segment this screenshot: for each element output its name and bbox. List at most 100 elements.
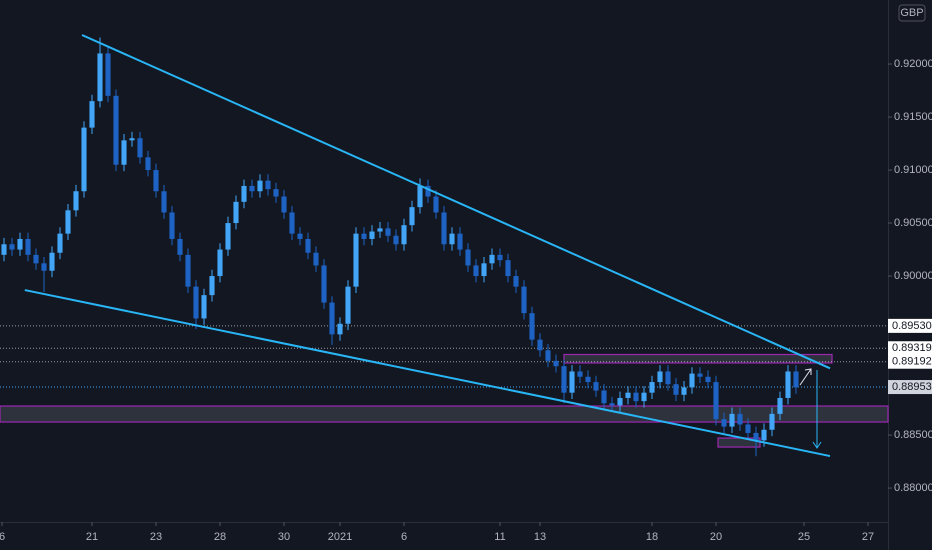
x-tick-label: 30: [278, 531, 290, 543]
x-tick-label: 2021: [328, 531, 352, 543]
candle-body: [425, 185, 431, 197]
currency-badge[interactable]: [898, 4, 926, 22]
x-tick-label: 18: [646, 531, 658, 543]
price-tag-label: 0.89530: [892, 320, 932, 332]
candle-body: [225, 223, 231, 250]
candle-body: [593, 382, 599, 391]
x-tick-label: 21: [86, 531, 98, 543]
candle-body: [457, 233, 463, 250]
candle-body: [385, 228, 391, 236]
y-tick-label: 0.88000: [894, 482, 932, 494]
x-tick-label: 23: [150, 531, 162, 543]
candle-body: [145, 157, 151, 171]
price-tag-label: 0.89319: [892, 342, 932, 354]
candle-body: [273, 189, 279, 197]
candle-body: [33, 254, 39, 264]
candle-body: [321, 265, 327, 303]
candle-body: [57, 233, 63, 253]
zone: [563, 353, 833, 364]
candle-body: [313, 252, 319, 266]
candle-body: [257, 180, 263, 192]
candle-body: [705, 376, 711, 383]
candle-body: [361, 233, 367, 239]
candle-body: [353, 233, 359, 287]
x-tick-label: 6: [0, 531, 5, 543]
candle-body: [729, 413, 735, 427]
candle-body: [481, 263, 487, 277]
zone: [0, 405, 889, 423]
candle-body: [49, 252, 55, 271]
candle-body: [649, 382, 655, 393]
trendline: [24, 289, 831, 458]
candle-body: [329, 302, 335, 335]
candle-body: [713, 382, 719, 420]
candle-body: [777, 397, 783, 414]
candle-body: [673, 384, 679, 395]
candle-body: [465, 249, 471, 266]
currency: GBP: [900, 7, 923, 19]
candle-body: [769, 413, 775, 430]
candle-body: [745, 424, 751, 433]
x-tick-label: 27: [862, 531, 874, 543]
candle-body: [793, 371, 799, 388]
candle-body: [521, 286, 527, 314]
last-price-label: 0.88953: [892, 381, 932, 393]
down-arrow: [812, 370, 822, 449]
price-tag: [888, 341, 932, 356]
arrows: [799, 368, 822, 449]
candle-body: [761, 429, 767, 441]
y-tick-label: 0.91000: [894, 164, 932, 176]
candle-body: [73, 191, 79, 211]
candle-body: [249, 185, 255, 192]
candle-body: [265, 180, 271, 190]
candle-body: [217, 249, 223, 277]
candle-body: [41, 263, 47, 271]
x-tick-label: 25: [798, 531, 810, 543]
candle-body: [569, 371, 575, 393]
candle-body: [689, 373, 695, 388]
candle-body: [545, 350, 551, 361]
candle-body: [177, 238, 183, 255]
candle-body: [537, 339, 543, 351]
y-tick-label: 0.90500: [894, 217, 932, 229]
candle-body: [377, 228, 383, 232]
candle-body: [609, 403, 615, 406]
y-tick-label: 0.88500: [894, 429, 932, 441]
candle-body: [137, 138, 143, 158]
candle-body: [681, 387, 687, 395]
candle-body: [489, 254, 495, 264]
x-tick-label: 11: [494, 531, 505, 543]
up-arrow: [799, 368, 812, 386]
candle-body: [233, 201, 239, 224]
candle-body: [169, 212, 175, 239]
candle-body: [393, 235, 399, 245]
candle-body: [113, 95, 119, 165]
candle-body: [89, 101, 95, 128]
candle-body: [81, 127, 87, 192]
candle-body: [561, 366, 567, 393]
last-price-tag: [888, 380, 932, 395]
candle-body: [193, 286, 199, 319]
candle-body: [505, 260, 511, 277]
y-tick-label: 0.92000: [894, 58, 932, 70]
candle-body: [369, 231, 375, 239]
y-tick-label: 0.90000: [894, 270, 932, 282]
candle-body: [185, 254, 191, 287]
candle-body: [497, 254, 503, 261]
x-tick-label: 13: [534, 531, 546, 543]
candle-body: [657, 371, 663, 383]
candle-body: [441, 212, 447, 245]
candle-body: [281, 196, 287, 213]
candle-body: [513, 276, 519, 287]
candle-body: [665, 371, 671, 385]
candle-body: [625, 392, 631, 398]
candle-body: [121, 140, 127, 165]
y-tick-label: 0.91500: [894, 111, 932, 123]
trendline: [81, 34, 831, 370]
candle-body: [753, 432, 759, 441]
candle-body: [9, 244, 15, 250]
candle-body: [65, 210, 71, 234]
candle-body: [641, 392, 647, 402]
